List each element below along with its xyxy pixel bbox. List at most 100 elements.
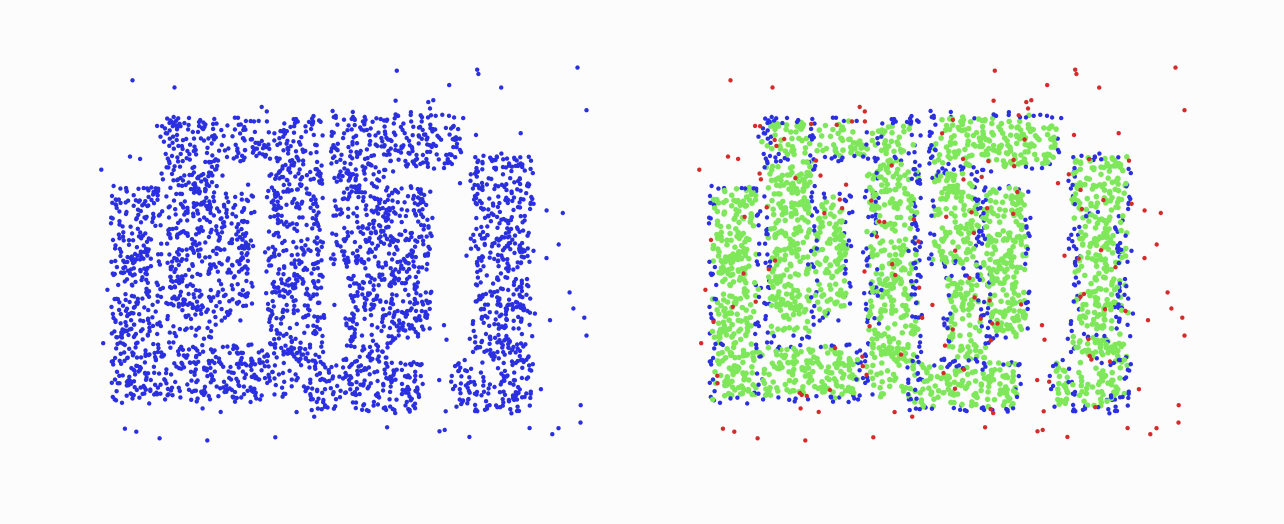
data-point-core — [972, 347, 979, 354]
data-point-core — [955, 244, 961, 250]
data-point — [282, 121, 287, 126]
data-point — [112, 397, 117, 402]
data-point — [162, 397, 168, 402]
data-point — [376, 283, 381, 288]
data-point — [433, 113, 438, 118]
data-point — [488, 219, 494, 224]
data-point — [520, 228, 526, 233]
data-point — [168, 235, 173, 240]
data-point — [347, 283, 353, 289]
data-point-core — [817, 142, 823, 148]
data-point-border — [929, 213, 934, 218]
data-point — [316, 279, 321, 284]
data-point — [109, 193, 115, 199]
data-point — [480, 360, 485, 365]
data-point — [515, 187, 520, 192]
data-point — [192, 295, 197, 300]
data-point — [178, 218, 183, 223]
data-point-border — [1026, 231, 1031, 236]
data-point — [142, 360, 148, 365]
data-point — [318, 315, 323, 320]
data-point — [514, 408, 520, 414]
data-point — [516, 314, 521, 320]
data-point-border — [974, 236, 980, 241]
data-point — [277, 289, 282, 294]
data-point — [366, 250, 371, 255]
data-point — [350, 400, 356, 405]
data-point — [360, 279, 366, 285]
data-point — [348, 374, 353, 379]
data-point-core — [1075, 267, 1082, 273]
data-point — [226, 369, 231, 374]
data-point-core — [782, 381, 789, 388]
data-point-core — [807, 179, 813, 185]
data-point — [123, 211, 129, 217]
data-point — [267, 263, 272, 268]
data-point — [269, 172, 274, 177]
data-point — [468, 178, 473, 183]
data-point-border — [909, 176, 914, 181]
data-point — [176, 143, 181, 149]
data-point — [274, 316, 279, 321]
data-point — [277, 136, 282, 141]
data-point — [481, 383, 486, 388]
data-point — [384, 375, 389, 381]
data-point-core — [720, 297, 727, 303]
data-point — [490, 201, 496, 206]
data-point — [527, 367, 532, 372]
data-point — [295, 187, 300, 192]
data-point — [376, 223, 382, 228]
data-point — [483, 313, 488, 319]
data-point-border — [1070, 239, 1075, 244]
data-point — [114, 389, 119, 394]
data-point — [420, 160, 426, 165]
data-point — [142, 305, 147, 310]
data-point — [227, 299, 232, 304]
data-point — [513, 276, 519, 282]
data-point-border — [1072, 389, 1078, 395]
data-point — [226, 256, 231, 261]
data-point-border — [757, 241, 762, 246]
data-point — [121, 238, 126, 243]
data-point — [120, 303, 126, 308]
data-point — [405, 373, 411, 378]
data-point — [114, 369, 120, 374]
data-point — [155, 342, 161, 347]
data-point — [201, 138, 207, 143]
data-point — [173, 207, 178, 212]
data-point — [148, 256, 153, 261]
data-point — [189, 397, 194, 402]
data-point — [339, 210, 345, 216]
data-point — [499, 234, 505, 240]
data-point — [401, 311, 407, 316]
data-point — [416, 394, 422, 400]
data-point — [196, 252, 202, 257]
data-point — [346, 214, 351, 219]
data-point — [116, 282, 121, 288]
data-point — [158, 287, 163, 292]
data-point-core — [1005, 299, 1011, 306]
data-point-core — [731, 340, 737, 347]
data-point — [291, 163, 296, 168]
data-point — [507, 234, 512, 239]
data-point — [413, 238, 418, 243]
data-point — [284, 302, 289, 308]
data-point — [228, 364, 233, 370]
data-point-border — [873, 213, 878, 218]
data-point — [303, 347, 308, 352]
data-point — [196, 325, 202, 330]
data-point-core — [839, 391, 845, 398]
data-point — [256, 377, 261, 382]
data-point — [181, 229, 186, 234]
data-point — [343, 236, 349, 242]
data-point — [403, 403, 408, 408]
data-point-border — [917, 340, 923, 345]
data-point — [291, 117, 296, 122]
data-point — [293, 372, 298, 377]
data-point-border — [1038, 112, 1043, 117]
data-point — [427, 306, 432, 312]
data-point — [287, 166, 292, 171]
data-point-core — [1101, 187, 1108, 193]
data-point — [200, 304, 205, 310]
data-point — [364, 226, 370, 231]
